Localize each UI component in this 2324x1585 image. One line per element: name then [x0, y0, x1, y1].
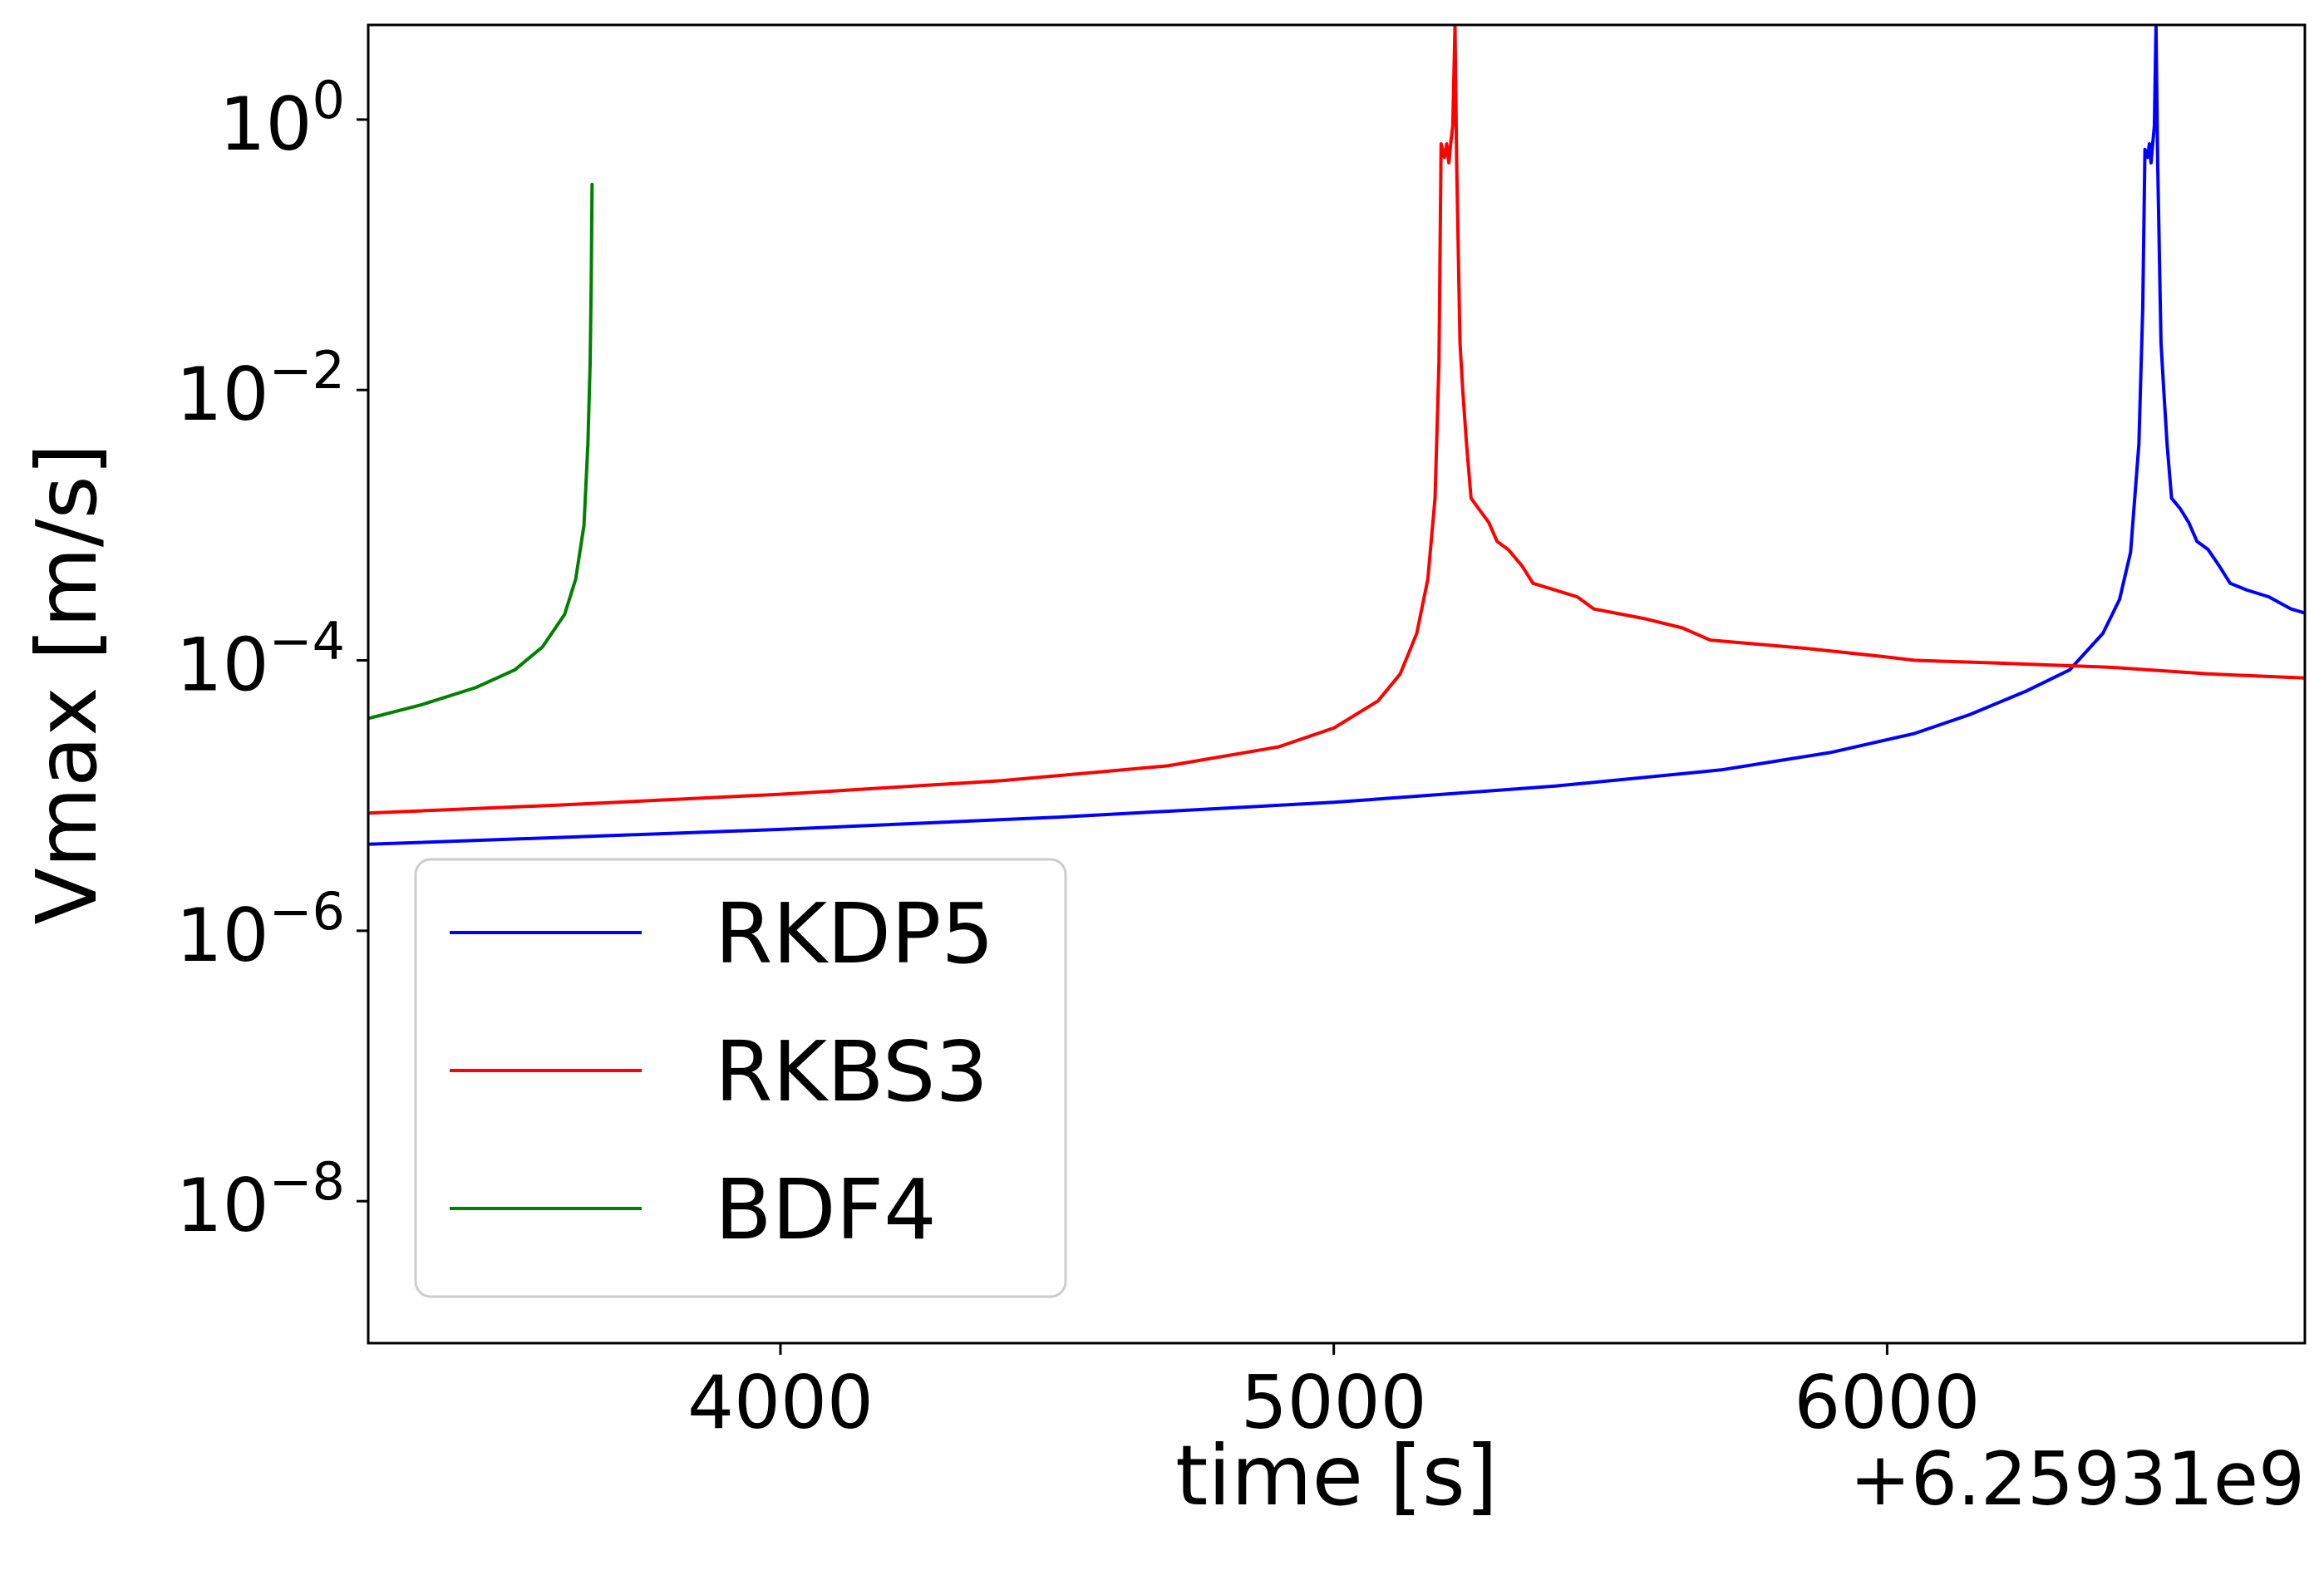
y-axis-label: Vmax [m/s] [18, 443, 116, 924]
y-tick-label: 10−6 [176, 881, 345, 978]
legend-frame [414, 858, 1067, 1298]
y-tick-label: 10−4 [176, 611, 345, 708]
legend-label-rkbs3: RKBS3 [715, 1023, 988, 1120]
y-tick-label: 10−8 [176, 1151, 345, 1248]
legend-label-rkdp5: RKDP5 [715, 885, 994, 982]
series-line-rkdp5 [368, 25, 2305, 846]
x-tick-label: 6000 [1794, 1360, 1980, 1445]
legend-label-bdf4: BDF4 [715, 1161, 937, 1258]
y-tick-label: 10−2 [176, 340, 345, 437]
series-line-bdf4 [368, 182, 594, 721]
legend: RKDP5 RKBS3 BDF4 [414, 858, 1067, 1298]
series-line-rkbs3 [368, 25, 2305, 815]
x-tick-label: 5000 [1241, 1360, 1427, 1445]
x-axis-offset-label: +6.25931e9 [1849, 1436, 2305, 1522]
x-axis-label: time [s] [1175, 1427, 1498, 1524]
x-tick-label: 4000 [687, 1360, 874, 1445]
x-axis: 4000 5000 6000 [687, 1343, 1980, 1445]
series-layer [368, 25, 2305, 846]
plot-frame [367, 23, 2307, 1345]
y-axis: 100 10−2 10−4 10−6 10−8 [176, 70, 368, 1248]
y-tick-label: 100 [219, 70, 345, 167]
